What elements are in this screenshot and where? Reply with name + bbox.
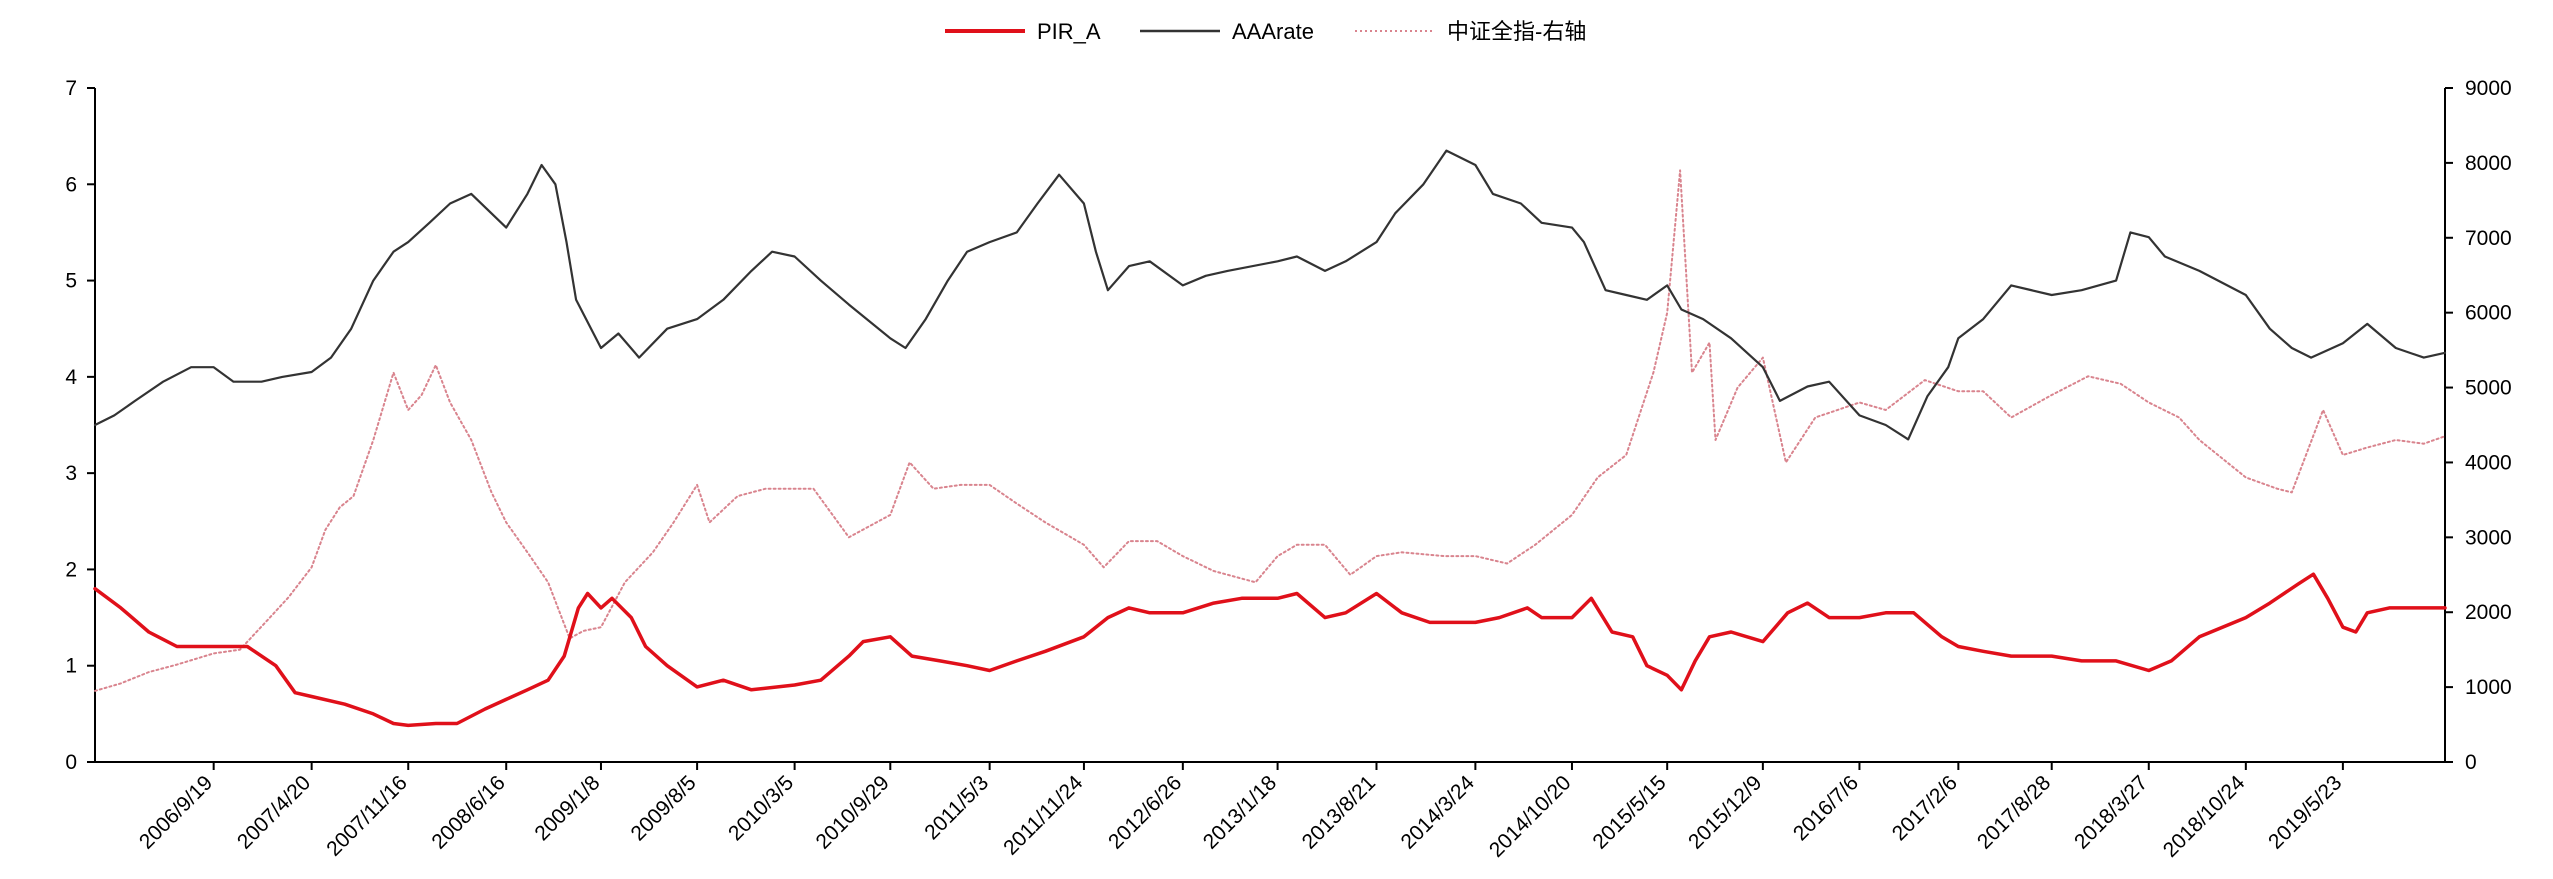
left-tick-label: 0 [65,751,77,774]
right-tick-label: 9000 [2465,77,2512,100]
right-tick-label: 4000 [2465,451,2512,474]
x-tick-label: 2007/11/16 [322,771,411,860]
x-tick-label: 2007/4/20 [233,771,315,853]
x-tick-label: 2011/11/24 [999,771,1088,860]
x-tick-label: 2009/1/8 [530,771,604,845]
x-tick-label: 2015/12/9 [1684,771,1766,853]
x-tick-label: 2012/6/26 [1104,771,1186,853]
left-tick-label: 6 [65,173,77,196]
x-tick-label: 2010/9/29 [811,771,893,853]
x-tick-label: 2018/3/27 [2070,771,2152,853]
x-tick-label: 2014/10/20 [1485,771,1576,862]
right-tick-label: 8000 [2465,152,2512,175]
right-y-axis: 0 1000 2000 3000 4000 5000 6000 7000 8000 9000 [2444,77,2512,774]
right-tick-label: 3000 [2465,526,2512,549]
left-tick-label: 7 [65,77,77,100]
x-tick-label: 2017/8/28 [1973,771,2055,853]
left-tick-label: 2 [65,558,77,581]
right-tick-label: 1000 [2465,676,2512,699]
left-tick-label: 4 [65,366,77,389]
x-tick-label: 2018/10/24 [2159,771,2250,862]
series-layer [93,149,2447,728]
x-tick-label: 2008/6/16 [427,771,509,853]
x-tick-label: 2011/5/3 [920,771,993,844]
series-line-pir-a [93,572,2447,728]
left-y-axis: 0 1 2 3 4 5 6 7 [65,77,96,774]
x-tick-label: 2009/8/5 [627,771,701,845]
series-line-aaarate [93,149,2447,441]
right-tick-label: 0 [2465,751,2477,774]
legend-label: PIR_A [1037,19,1101,44]
legend-label: 中证全指-右轴 [1447,19,1586,44]
series-line-csi-all-index [94,169,2446,692]
right-tick-label: 7000 [2465,227,2512,250]
right-tick-label: 5000 [2465,377,2512,400]
right-tick-label: 6000 [2465,302,2512,325]
x-tick-label: 2015/5/15 [1588,771,1670,853]
left-tick-label: 3 [65,462,77,485]
x-tick-label: 2010/3/5 [724,771,798,845]
right-tick-label: 2000 [2465,601,2512,624]
x-tick-label: 2017/2/6 [1888,771,1962,845]
x-tick-label: 2014/3/24 [1397,771,1480,854]
left-tick-label: 1 [65,655,77,678]
x-axis: 2006/9/19 2007/4/20 2007/11/16 2008/6/16 200… [95,761,2445,862]
legend-label: AAArate [1232,19,1314,44]
x-tick-label: 2013/1/18 [1199,771,1281,853]
x-tick-label: 2016/7/6 [1789,771,1863,845]
x-tick-label: 2019/5/23 [2264,771,2346,853]
x-tick-label: 2013/8/21 [1298,771,1380,853]
x-tick-label: 2006/9/19 [135,771,217,853]
legend: PIR_A AAArate 中证全指-右轴 [945,19,1586,44]
left-tick-label: 5 [65,270,77,293]
